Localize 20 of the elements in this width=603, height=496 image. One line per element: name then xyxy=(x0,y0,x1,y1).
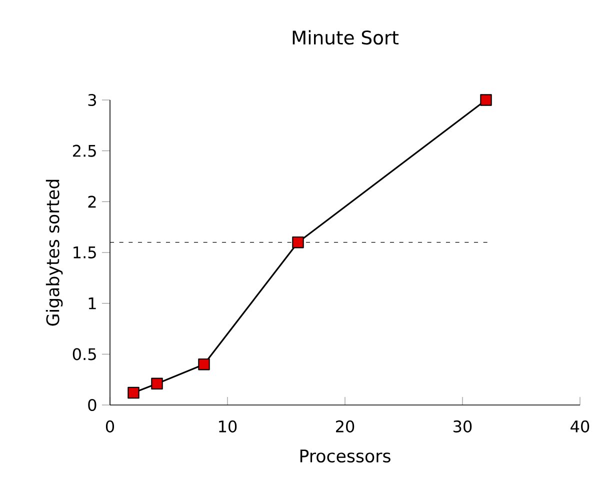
x-tick-label: 30 xyxy=(454,420,472,432)
chart-title: Minute Sort xyxy=(292,30,399,45)
point xyxy=(480,94,492,106)
x-tick-label: 10 xyxy=(219,420,237,432)
y-tick-label: 3 xyxy=(88,94,96,106)
x-tick-label: 0 xyxy=(106,420,114,432)
y-tick-label: 1 xyxy=(88,297,96,310)
point xyxy=(198,358,210,370)
y-tick-label: 0.5 xyxy=(72,348,96,360)
x-tick-label: 20 xyxy=(336,420,354,432)
point xyxy=(151,378,163,390)
point xyxy=(292,236,304,248)
y-tick-label: 0 xyxy=(88,398,96,412)
x-axis-title: Processors xyxy=(300,450,390,463)
y-axis-title: Gigabytes sorted xyxy=(46,180,63,326)
x-tick-label: 40 xyxy=(570,420,590,432)
y-tick-label: 2 xyxy=(88,196,96,208)
point xyxy=(128,386,140,399)
y-tick-label: 2.5 xyxy=(73,144,96,157)
y-tick-label: 1.5 xyxy=(74,246,96,258)
